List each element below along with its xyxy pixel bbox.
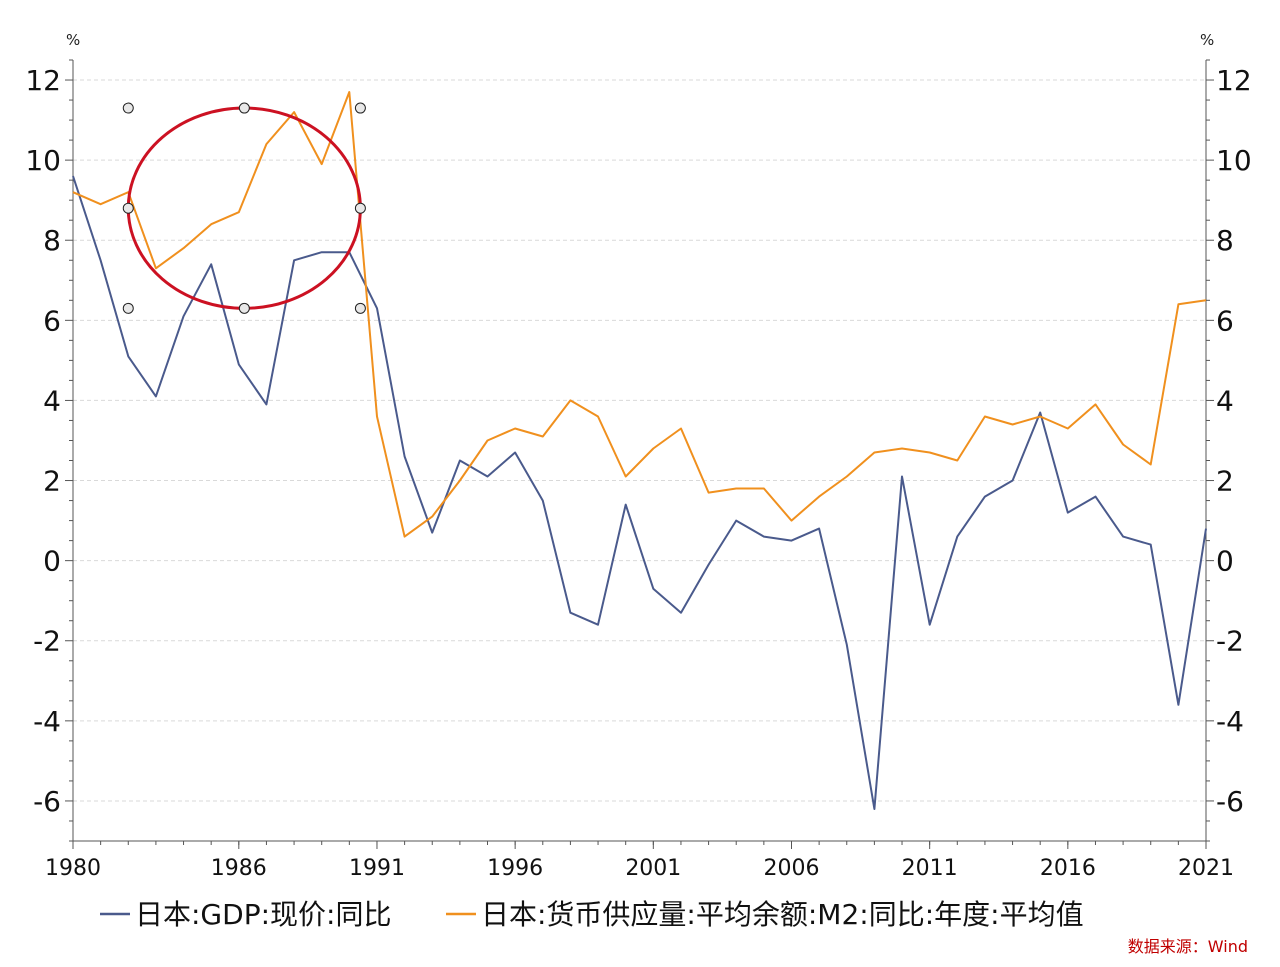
x-tick-label: 1980	[45, 856, 101, 881]
series-line-1	[72, 91, 1207, 538]
x-tick-label: 2016	[1040, 856, 1096, 881]
right-tick-label: 8	[1216, 224, 1234, 257]
resize-handle[interactable]	[238, 102, 250, 114]
resize-handle[interactable]	[122, 102, 134, 114]
left-tick-label: 10	[25, 144, 61, 177]
left-tick-label: 8	[43, 224, 61, 257]
resize-handle[interactable]	[122, 202, 134, 214]
axes: -6 -6 -4 -4 -2 -2 0 0 2 2 4 4 6 6 8 8 10 10 12 12 1980 1986 19…	[25, 59, 1252, 881]
x-tick-label: 2006	[763, 856, 819, 881]
left-axis-unit: %	[66, 31, 80, 49]
legend: 日本:GDP:现价:同比 日本:货币供应量:平均余额:M2:同比:年度:平均值	[100, 898, 1084, 931]
left-tick-label: 12	[25, 64, 61, 97]
resize-handle[interactable]	[122, 302, 134, 314]
resize-handle[interactable]	[354, 202, 366, 214]
right-tick-label: -2	[1216, 625, 1244, 658]
right-tick-label: -4	[1216, 705, 1244, 738]
source-note: 数据来源：Wind	[1128, 937, 1248, 956]
highlight-ellipse[interactable]	[126, 106, 362, 310]
right-tick-label: -6	[1216, 785, 1244, 818]
x-tick-label: 2011	[902, 856, 958, 881]
grid-lines	[73, 79, 1206, 802]
legend-label-gdp: 日本:GDP:现价:同比	[135, 898, 391, 931]
left-tick-label: -4	[33, 705, 61, 738]
x-tick-label: 1996	[487, 856, 543, 881]
right-tick-label: 0	[1216, 545, 1234, 578]
highlight-annotation	[122, 102, 366, 314]
series-lines	[72, 91, 1207, 810]
series-line-0	[72, 175, 1207, 810]
left-tick-label: 4	[43, 384, 61, 417]
x-tick-label: 2001	[625, 856, 681, 881]
left-tick-label: 0	[43, 545, 61, 578]
left-tick-label: 2	[43, 465, 61, 498]
left-tick-label: 6	[43, 304, 61, 337]
right-axis-unit: %	[1200, 31, 1214, 49]
left-tick-label: -6	[33, 785, 61, 818]
left-tick-label: -2	[33, 625, 61, 658]
right-tick-label: 4	[1216, 384, 1234, 417]
x-tick-label: 2021	[1178, 856, 1234, 881]
right-tick-label: 12	[1216, 64, 1252, 97]
legend-label-m2: 日本:货币供应量:平均余额:M2:同比:年度:平均值	[481, 898, 1084, 931]
resize-handle[interactable]	[354, 302, 366, 314]
resize-handle[interactable]	[354, 102, 366, 114]
right-tick-label: 6	[1216, 304, 1234, 337]
x-tick-label: 1991	[349, 856, 405, 881]
right-tick-label: 10	[1216, 144, 1252, 177]
resize-handle[interactable]	[238, 302, 250, 314]
right-tick-label: 2	[1216, 465, 1234, 498]
x-tick-label: 1986	[211, 856, 267, 881]
